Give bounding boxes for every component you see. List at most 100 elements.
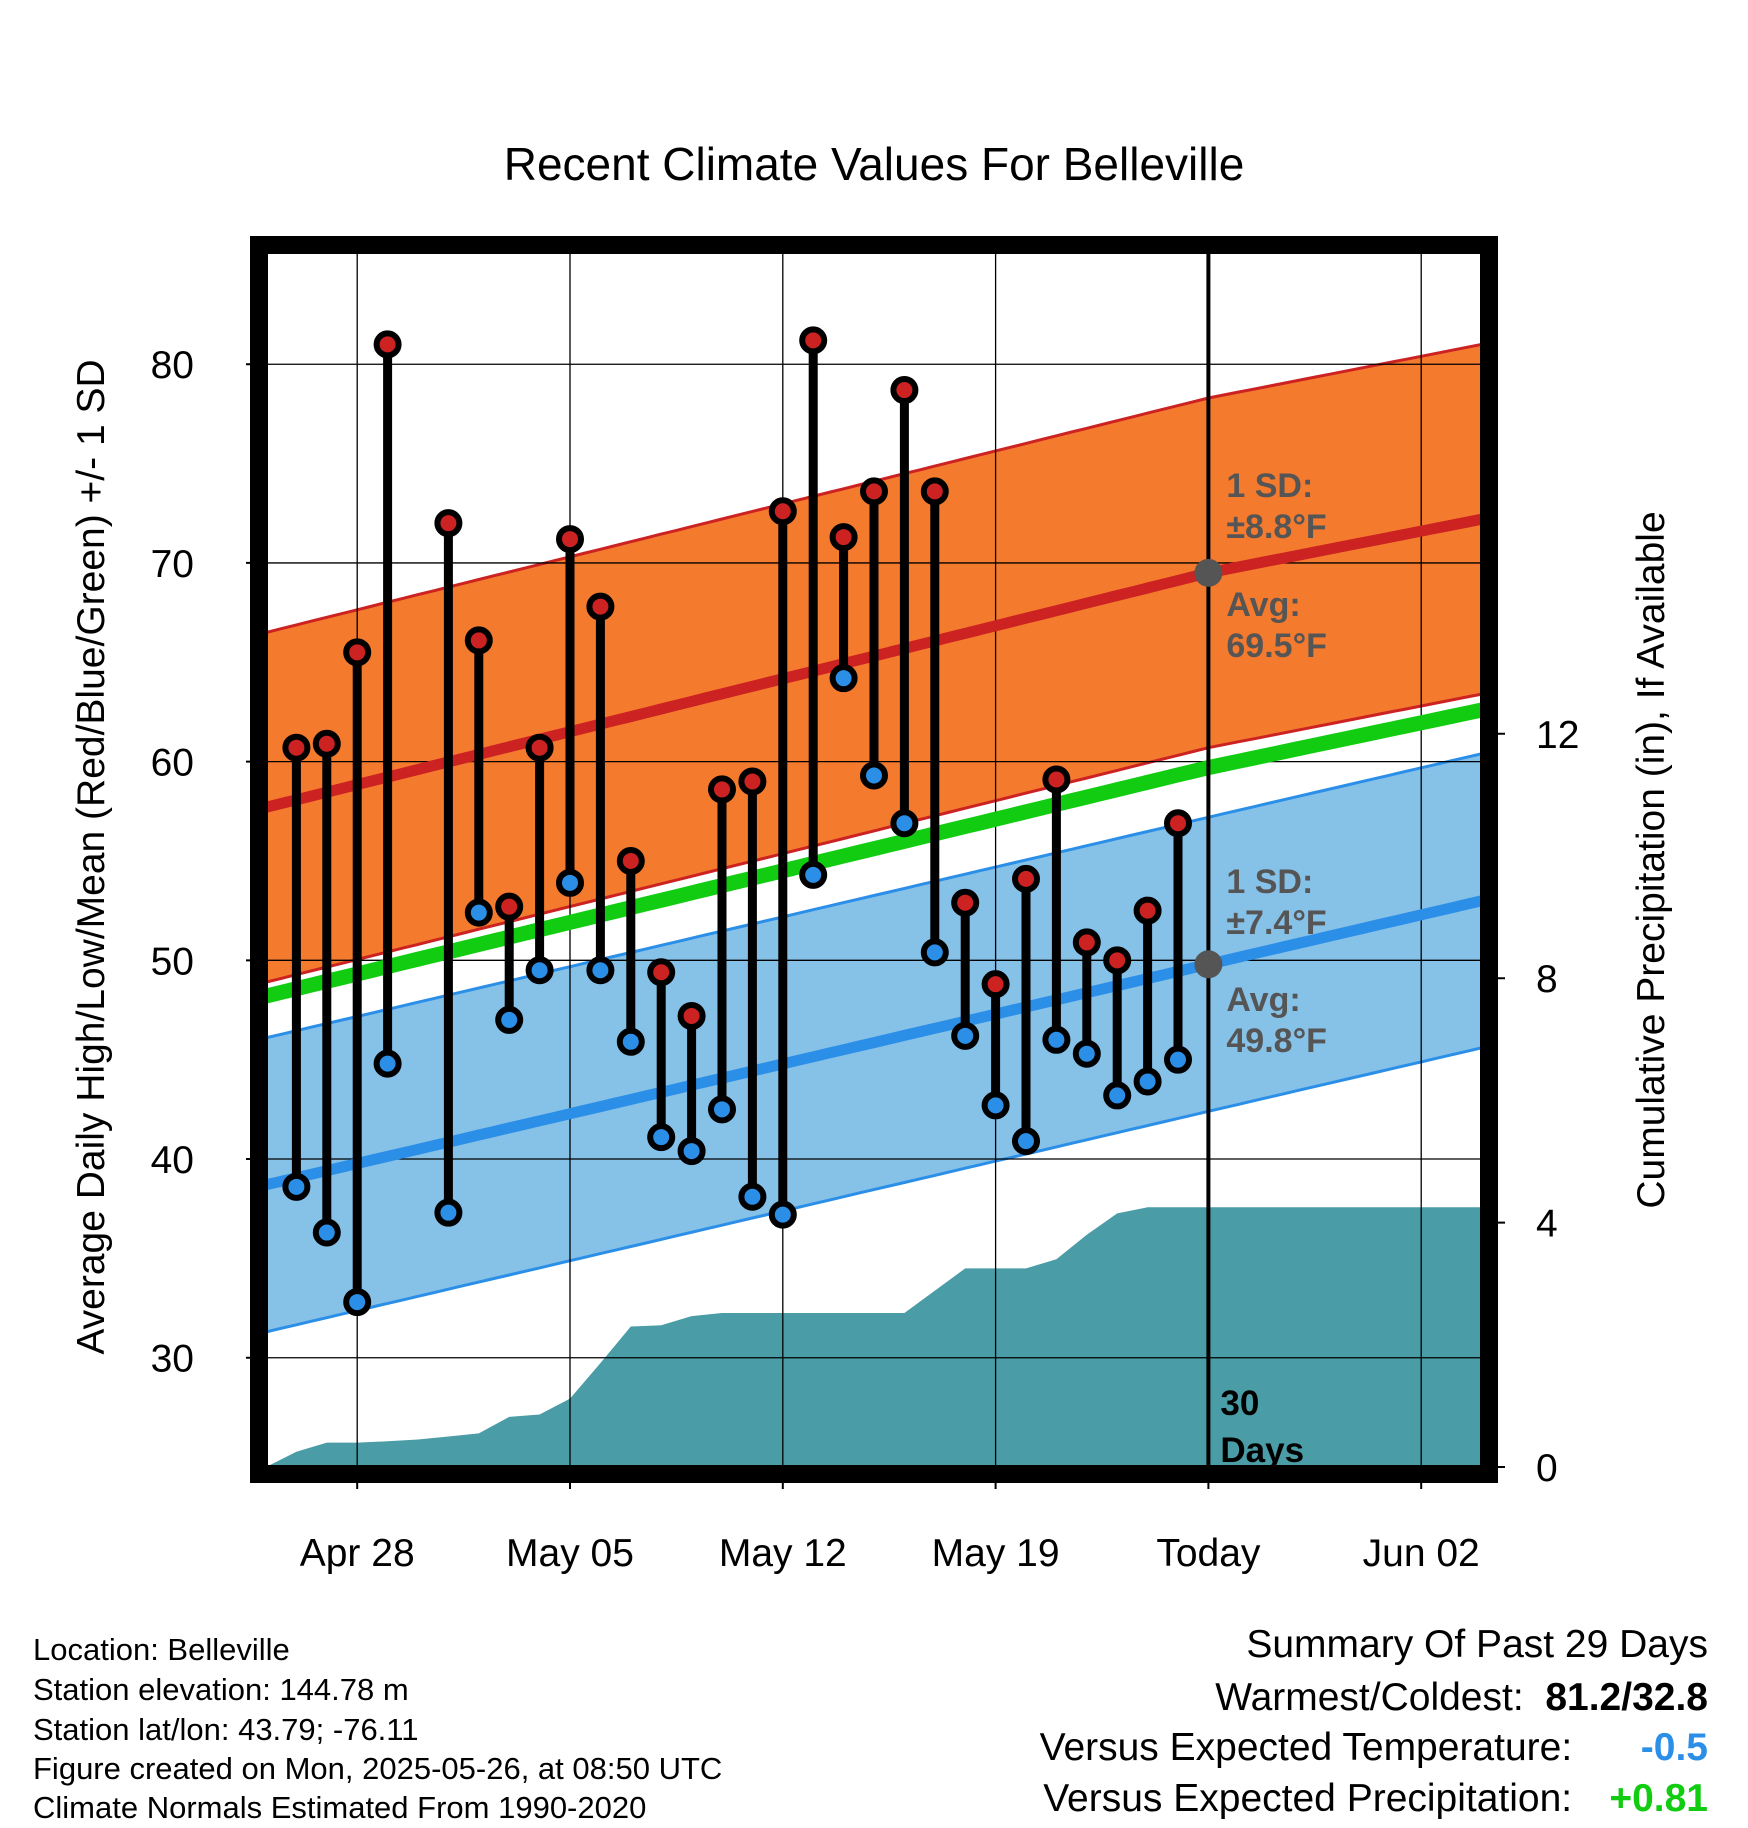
daily-high-point	[312, 729, 341, 758]
daily-low-point	[677, 1137, 706, 1166]
daily-low-point	[1164, 1045, 1192, 1074]
daily-low-point	[981, 1091, 1010, 1120]
daily-low-point	[282, 1172, 311, 1201]
summary-warmest-row: Warmest/Coldest: 81.2/32.8	[1215, 1678, 1708, 1717]
summary-temp-value: -0.5	[1640, 1726, 1708, 1769]
normal-mean-line	[266, 702, 1482, 1004]
y2-tick-label: 12	[1536, 714, 1579, 757]
daily-low-point	[586, 956, 615, 985]
daily-high-point	[556, 525, 584, 554]
daily-low-point	[525, 956, 554, 985]
chart-title: Recent Climate Values For Belleville	[504, 138, 1245, 190]
daily-low-point	[768, 1200, 797, 1229]
x-tick-label: Apr 28	[300, 1532, 415, 1575]
y-tick-label: 70	[151, 543, 194, 586]
daily-high-point	[799, 326, 828, 355]
daily-high-point	[282, 733, 311, 762]
high-avg-label: Avg:	[1226, 586, 1300, 624]
plot-frame	[250, 236, 1498, 1483]
daily-high-point	[1164, 809, 1192, 838]
daily-high-point	[677, 1001, 706, 1030]
y2-tick-label: 4	[1536, 1203, 1558, 1246]
daily-high-point	[708, 775, 736, 804]
summary-title: Summary Of Past 29 Days	[1246, 1623, 1708, 1666]
x-tick-label: May 12	[719, 1532, 847, 1575]
daily-low-point	[434, 1198, 463, 1227]
daily-low-point	[951, 1021, 980, 1050]
low-avg-label: Avg:	[1226, 981, 1300, 1019]
y-tick-label: 50	[151, 940, 194, 983]
x-tick-label: Today	[1156, 1532, 1261, 1575]
daily-low-point	[708, 1095, 736, 1124]
daily-high-point	[525, 733, 554, 762]
today-days-label: Days	[1220, 1431, 1304, 1470]
normal-low-line	[266, 895, 1482, 1191]
daily-high-point	[1133, 896, 1162, 925]
daily-low-point	[1103, 1081, 1132, 1110]
daily-low-point	[738, 1182, 767, 1211]
y-tick-label: 40	[151, 1139, 194, 1182]
info-latlon: Station lat/lon: 43.79; -76.11	[33, 1712, 419, 1747]
daily-high-point	[860, 477, 888, 506]
y2-tick-label: 8	[1536, 958, 1558, 1001]
y2-tick-label: 0	[1536, 1447, 1558, 1490]
daily-low-point	[616, 1027, 645, 1056]
info-normals: Climate Normals Estimated From 1990-2020	[33, 1790, 647, 1825]
summary-precip-value: +0.81	[1609, 1777, 1708, 1820]
climate-chart: Recent Climate Values For Belleville 30 D…	[70, 138, 1673, 1575]
daily-high-point	[1072, 928, 1101, 957]
daily-high-point	[768, 497, 797, 526]
daily-high-point	[981, 970, 1010, 999]
daily-low-point	[1072, 1039, 1101, 1068]
high-sd-value: ±8.8°F	[1226, 508, 1326, 546]
y-tick-label: 60	[151, 742, 194, 785]
summary-temp-row: Versus Expected Temperature: -0.5	[1040, 1728, 1708, 1767]
daily-high-point	[738, 767, 767, 796]
daily-high-point	[464, 626, 493, 655]
daily-high-point	[951, 888, 980, 917]
summary-warmest-value: 81.2/32.8	[1545, 1676, 1708, 1719]
summary-precip-row: Versus Expected Precipitation: +0.81	[1043, 1779, 1708, 1818]
daily-low-point	[1012, 1127, 1040, 1156]
daily-low-point	[860, 761, 888, 790]
daily-low-point	[920, 938, 949, 967]
daily-high-point	[920, 477, 949, 506]
daily-high-point	[647, 958, 676, 987]
daily-low-point	[343, 1288, 372, 1317]
high-sd-label: 1 SD:	[1226, 467, 1313, 505]
daily-high-point	[495, 892, 524, 921]
x-tick-label: Jun 02	[1363, 1532, 1480, 1575]
high-avg-marker	[1194, 558, 1223, 587]
daily-high-point	[1103, 946, 1132, 975]
high-sd-band-lower-edge	[266, 692, 1482, 984]
y2-axis-label: Cumulative Precipitation (in), If Availa…	[1630, 511, 1673, 1208]
low-sd-label: 1 SD:	[1226, 863, 1313, 901]
daily-low-point	[556, 868, 584, 897]
daily-high-point	[1042, 765, 1071, 794]
y-tick-label: 80	[151, 344, 194, 387]
info-elevation: Station elevation: 144.78 m	[33, 1672, 409, 1707]
daily-high-point	[616, 846, 645, 875]
daily-low-point	[373, 1049, 402, 1078]
daily-low-point	[495, 1005, 524, 1034]
low-avg-marker	[1194, 950, 1223, 979]
daily-high-point	[434, 509, 463, 538]
low-sd-band-lower-edge	[266, 1046, 1482, 1334]
daily-low-point	[1042, 1025, 1071, 1054]
daily-high-point	[890, 376, 919, 405]
daily-low-point	[464, 898, 493, 927]
summary-temp-label: Versus Expected Temperature:	[1039, 1726, 1573, 1769]
daily-high-point	[1012, 864, 1040, 893]
daily-high-point	[373, 330, 402, 359]
daily-low-point	[799, 860, 828, 889]
y-tick-label: 30	[151, 1338, 194, 1381]
daily-high-point	[829, 523, 858, 552]
low-sd-band-upper-edge	[266, 752, 1482, 1040]
summary-warmest-label: Warmest/Coldest:	[1215, 1676, 1524, 1719]
daily-low-point	[312, 1218, 341, 1247]
info-location: Location: Belleville	[33, 1632, 290, 1667]
today-days-label: 30	[1220, 1384, 1259, 1423]
info-created: Figure created on Mon, 2025-05-26, at 08…	[33, 1751, 723, 1786]
daily-low-point	[829, 664, 858, 693]
daily-low-point	[1133, 1067, 1162, 1096]
